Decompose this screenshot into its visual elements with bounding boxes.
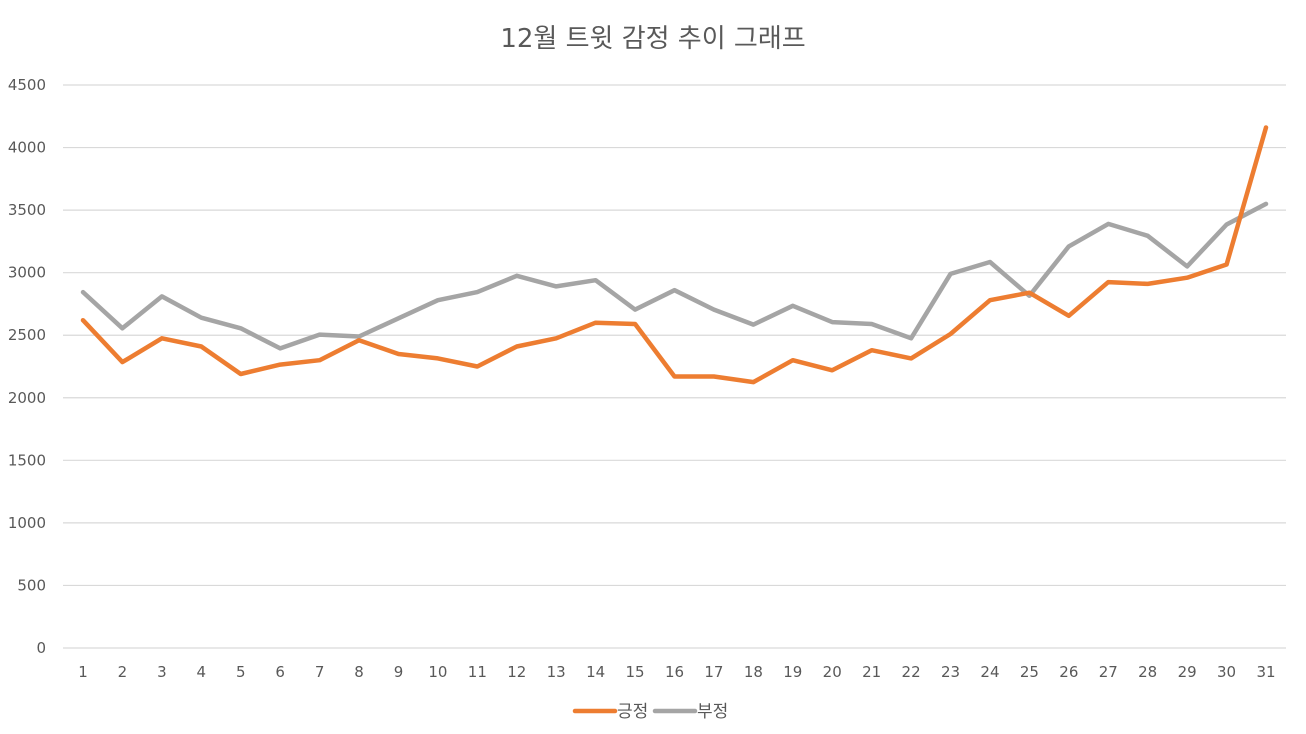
legend-label-1: 긍정	[617, 702, 648, 722]
series-line-2	[80, 201, 1269, 351]
x-tick-label: 16	[665, 663, 684, 681]
y-tick-label: 4500	[8, 76, 46, 94]
x-tick-label: 17	[704, 663, 723, 681]
x-tick-label: 14	[586, 663, 605, 681]
x-tick-label: 26	[1059, 663, 1078, 681]
x-tick-label: 31	[1256, 663, 1275, 681]
y-tick-label: 2500	[8, 326, 46, 344]
x-tick-label: 11	[468, 663, 487, 681]
y-tick-label: 3500	[8, 201, 46, 219]
x-tick-label: 28	[1138, 663, 1157, 681]
y-tick-label: 500	[17, 576, 46, 594]
x-tick-label: 19	[783, 663, 802, 681]
y-tick-label: 0	[36, 639, 46, 657]
x-tick-label: 29	[1178, 663, 1197, 681]
x-tick-label: 24	[980, 663, 999, 681]
y-tick-label: 1500	[8, 451, 46, 469]
x-tick-label: 27	[1099, 663, 1118, 681]
x-tick-label: 23	[941, 663, 960, 681]
x-tick-label: 1	[78, 663, 88, 681]
x-tick-label: 13	[547, 663, 566, 681]
x-tick-label: 12	[507, 663, 526, 681]
x-tick-label: 3	[157, 663, 167, 681]
y-tick-label: 2000	[8, 389, 46, 407]
x-tick-label: 8	[354, 663, 364, 681]
y-tick-label: 3000	[8, 264, 46, 282]
x-tick-label: 22	[902, 663, 921, 681]
x-tick-label: 25	[1020, 663, 1039, 681]
series-line-1	[80, 125, 1269, 385]
legend-label-2: 부정	[697, 702, 728, 722]
x-tick-label: 6	[275, 663, 285, 681]
x-tick-label: 4	[197, 663, 207, 681]
y-tick-label: 1000	[8, 514, 46, 532]
x-tick-label: 10	[428, 663, 447, 681]
x-tick-label: 15	[626, 663, 645, 681]
x-tick-label: 5	[236, 663, 246, 681]
x-tick-label: 21	[862, 663, 881, 681]
x-tick-label: 2	[118, 663, 128, 681]
y-tick-label: 4000	[8, 139, 46, 157]
chart-title: 12월 트윗 감정 추이 그래프	[500, 24, 806, 54]
x-tick-label: 9	[394, 663, 404, 681]
x-tick-label: 7	[315, 663, 325, 681]
x-tick-label: 30	[1217, 663, 1236, 681]
x-tick-label: 18	[744, 663, 763, 681]
x-tick-label: 20	[823, 663, 842, 681]
